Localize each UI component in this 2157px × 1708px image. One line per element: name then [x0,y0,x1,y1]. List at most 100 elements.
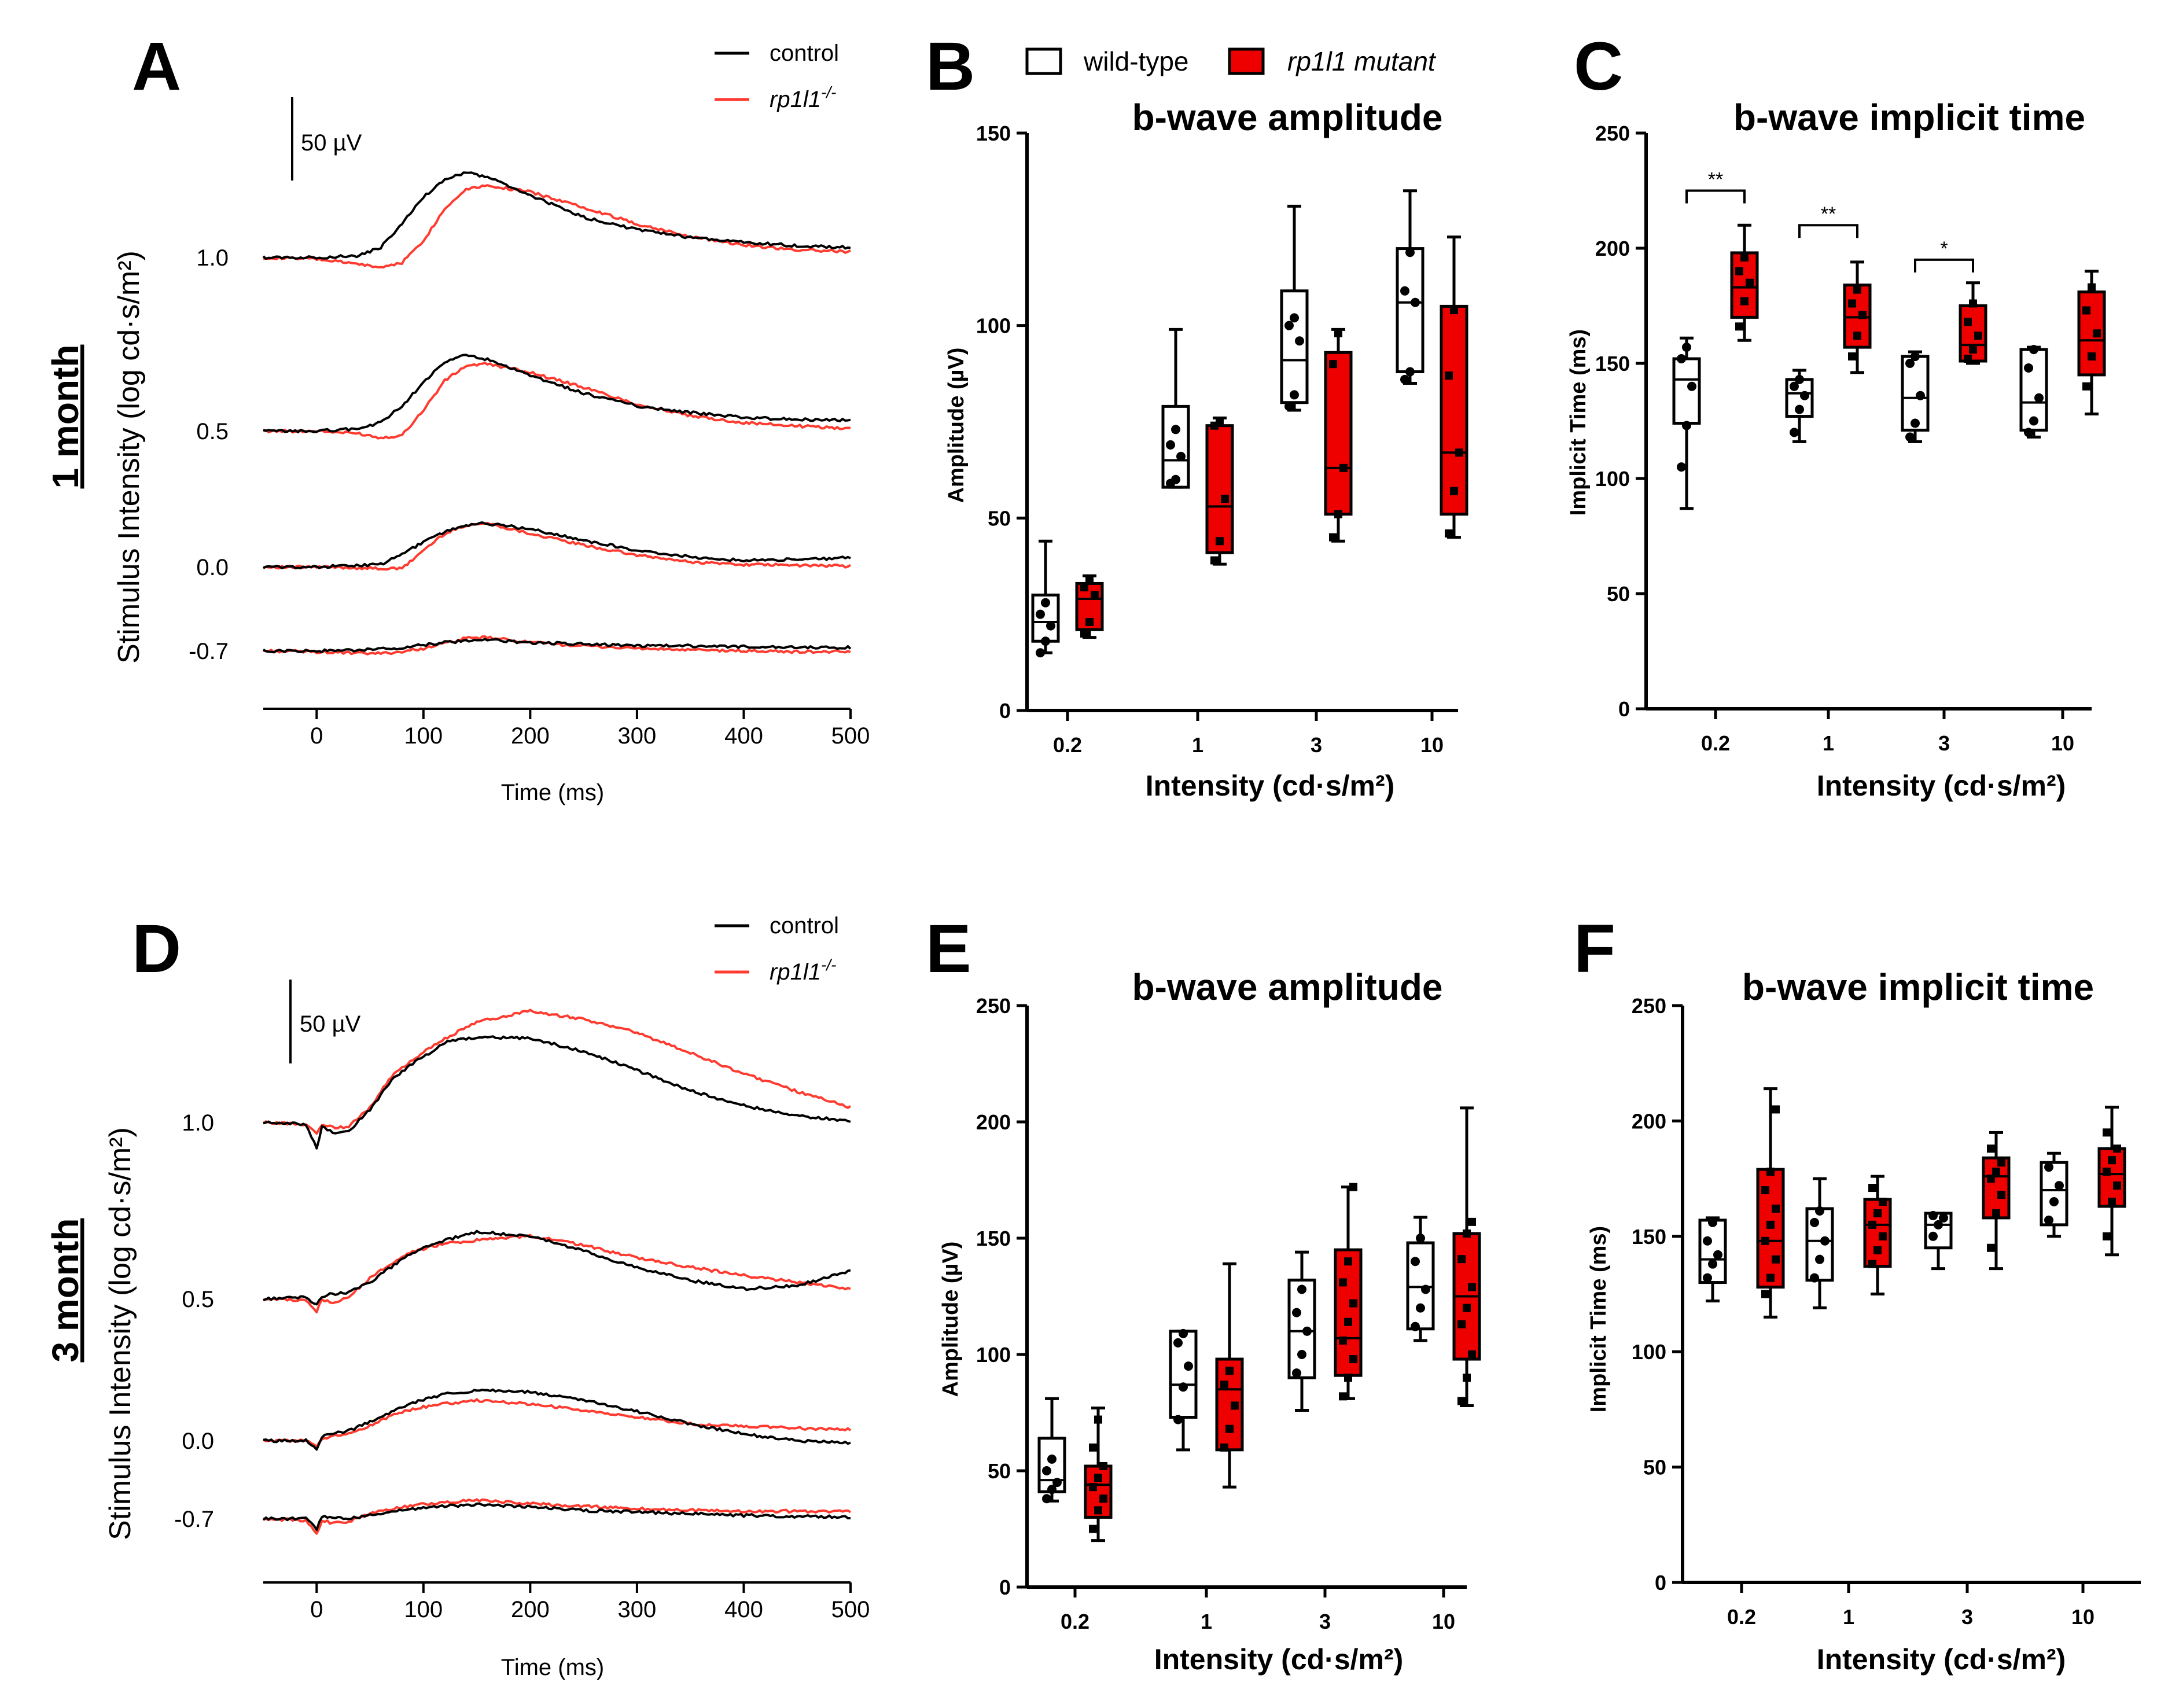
data-point [1853,285,1861,294]
data-point [1766,1273,1775,1282]
data-point [1094,1415,1102,1424]
data-point [1080,583,1088,592]
data-point [1042,1494,1051,1504]
data-point [1171,474,1180,484]
data-point [1987,1144,1995,1153]
data-point [1179,1382,1188,1392]
data-point [1463,1374,1471,1382]
data-point [1708,1217,1717,1227]
data-point [1339,463,1348,472]
data-point [1171,425,1180,435]
y-tick-label: 0 [1618,697,1630,721]
box-legend: wild-type rp1l1 mutant [1025,46,1437,76]
data-point [1334,510,1342,518]
data-point [1928,1231,1938,1241]
data-point [1344,1317,1352,1326]
y-tick-label: 100 [976,1343,1011,1367]
x-tick-label: 1 [1201,1610,1212,1633]
x-axis-title: Intensity (cd·s/m²) [1154,1643,1404,1676]
x-axis-title: Intensity (cd·s/m²) [1817,770,2066,802]
y-tick-label: 150 [976,1227,1011,1250]
box-mutant [1334,1248,1363,1377]
box-panel-b: b-wave amplitude Intensity (cd·s/m²) Amp… [944,97,1468,802]
data-point [1964,355,1972,363]
data-point [2113,1181,2121,1190]
data-point [1411,297,1420,307]
data-point [1173,1415,1183,1424]
data-point [2024,428,2033,437]
data-point [1416,1234,1425,1243]
y-tick-label: 150 [1632,1225,1666,1249]
data-point [1445,529,1453,538]
box-wild-type [1396,247,1424,374]
data-point [1094,1506,1102,1515]
data-point [1992,1168,2000,1176]
data-point [1216,537,1224,546]
data-point [1349,1299,1357,1308]
trace-mutant-0.5 [263,362,851,440]
data-point [1231,1401,1239,1410]
intensity-label: 0.0 [182,1429,214,1454]
data-point [1400,286,1409,296]
y-tick-label: 200 [1632,1109,1666,1133]
ecg-panel-a: 50 µV control rp1l1-/- Stimulus Intensit… [112,41,870,805]
data-point [1166,440,1175,450]
data-point [1905,432,1915,442]
chart-title: b-wave amplitude [1132,97,1443,138]
data-point [1450,306,1458,315]
data-point [2044,1162,2053,1172]
data-point [1911,352,1920,362]
box-mutant [1324,351,1353,516]
data-point [1099,1462,1107,1470]
x-tick-label: 400 [724,723,763,749]
trace-control-0.5 [263,354,851,433]
data-point [1225,1367,1234,1375]
box-wild-type [1672,357,1701,425]
data-point [1099,1494,1107,1503]
y-tick-label: 100 [1595,467,1630,491]
data-point [1421,1284,1430,1294]
x-tick-label: 400 [724,1597,763,1622]
box-wild-type [1037,1437,1066,1493]
ecg-x-axis-label: Time (ms) [501,1655,604,1680]
y-axis-title: Implicit Time (ms) [1587,1226,1611,1412]
data-point [1184,1361,1193,1371]
trace-mutant-1.0 [263,1008,852,1135]
x-tick-label: 200 [511,1597,550,1622]
panel-letter-a: A [132,28,181,105]
data-point [2082,382,2090,391]
x-tick-label: 100 [404,1597,443,1622]
x-tick-label: 1 [1823,731,1834,755]
panel-letter-c: C [1574,28,1623,105]
data-point [2103,1168,2111,1176]
legend-label-mutant: rp1l1-/- [770,83,836,112]
chart-title: b-wave implicit time [1742,966,2094,1008]
data-point [1815,1254,1824,1264]
significance-label: ** [1821,203,1836,225]
significance-label: ** [1708,169,1723,191]
x-tick-label: 3 [1961,1605,1973,1629]
significance-bracket [1685,189,1746,204]
data-point [1047,1454,1057,1464]
data-point [1735,267,1743,275]
panel-letter-b: B [926,28,975,105]
data-point [1094,1474,1102,1482]
data-point [1445,371,1453,380]
scale-bar-label: 50 µV [300,1011,361,1037]
data-point [1708,1259,1717,1269]
data-point [1468,1217,1476,1226]
data-point [1455,448,1463,457]
trace-control--0.7 [262,1502,851,1532]
data-point [1091,591,1099,599]
trace-mutant--0.7 [263,635,851,656]
y-axis-title: Amplitude (µV) [938,1242,963,1397]
y-tick-label: 100 [976,314,1011,338]
trace-control-0.5 [263,1230,851,1306]
y-tick-label: 50 [988,1459,1011,1483]
y-tick-label: 0 [999,1576,1011,1599]
data-point [1339,1336,1347,1345]
data-point [1041,636,1050,646]
intensity-label: 1.0 [182,1110,214,1136]
data-point [2024,363,2033,373]
